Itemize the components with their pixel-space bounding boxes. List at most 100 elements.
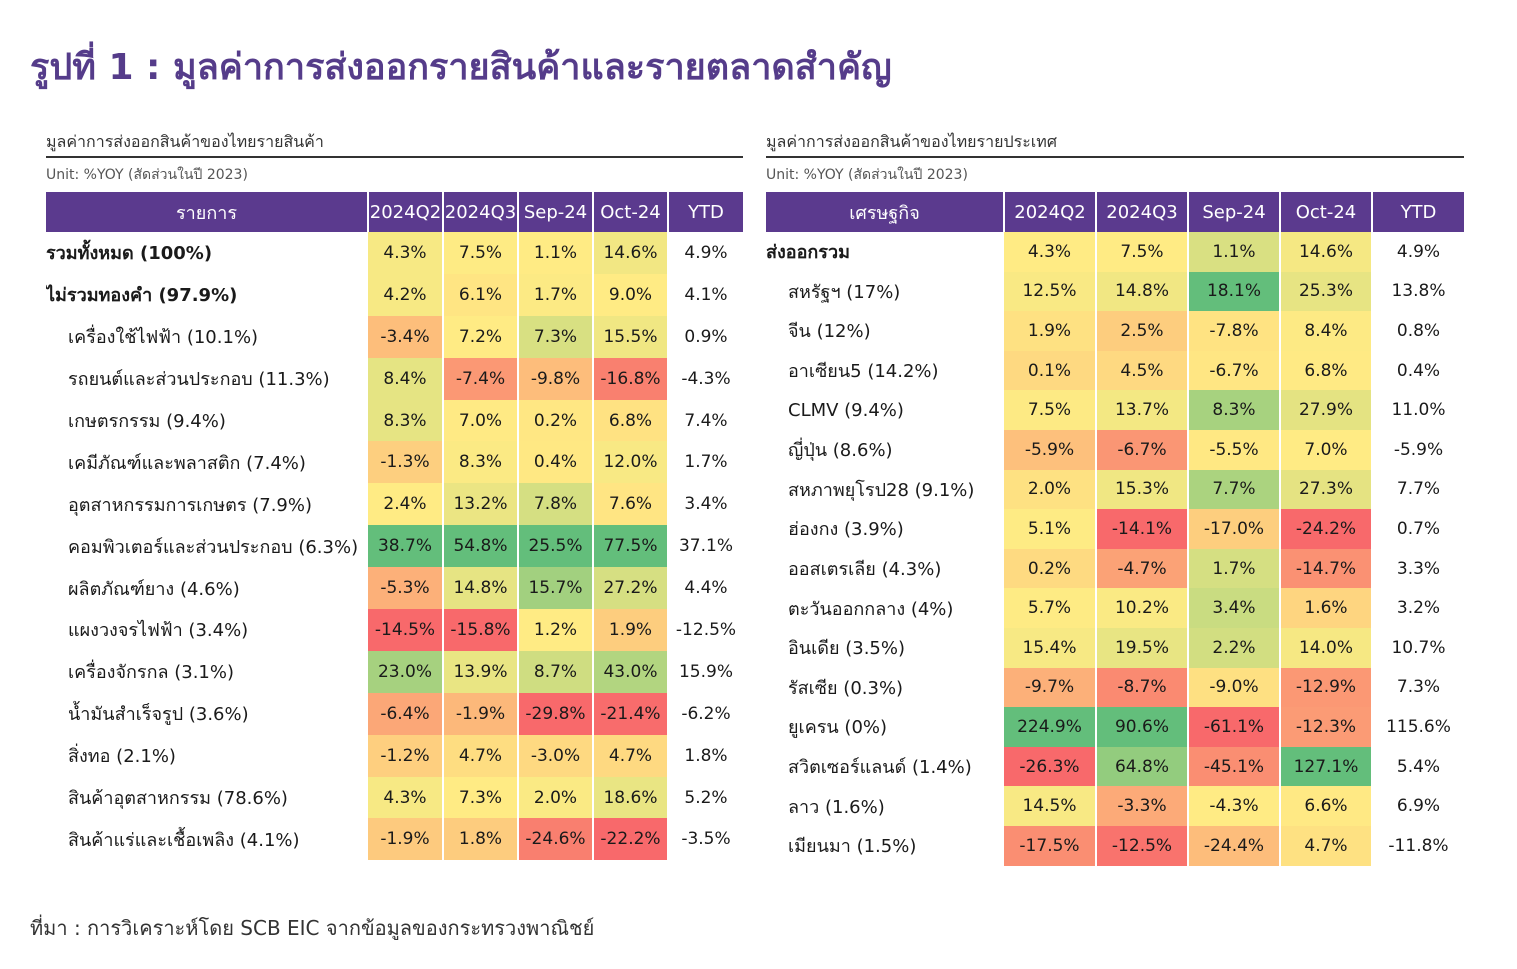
- product-heatmap-table: รายการ 2024Q2 2024Q3 Sep-24 Oct-24 YTD รวมทั้…: [46, 192, 743, 861]
- country-row-label: ส่งออกรวม: [766, 242, 850, 264]
- country-row-label: ลาว (1.6%): [788, 796, 885, 818]
- product-row-label: เกษตรกรรม (9.4%): [68, 411, 226, 432]
- country-heat-cell: 13.7%: [1096, 390, 1189, 430]
- country-heat-cell: -45.1%: [1188, 746, 1281, 787]
- product-heat-cell: 7.8%: [518, 483, 594, 526]
- product-heat-cell: 1.7%: [518, 273, 594, 316]
- product-heat-cell: 1.2%: [518, 609, 594, 651]
- country-ytd-cell: -11.8%: [1372, 825, 1464, 866]
- country-row-label: ตะวันออกกลาง (4%): [788, 598, 954, 620]
- country-heat-cell: 4.5%: [1096, 350, 1189, 391]
- country-row-label: ฮ่องกง (3.9%): [788, 519, 904, 541]
- country-ytd-cell: 13.8%: [1372, 271, 1464, 312]
- country-row-label: CLMV (9.4%): [788, 399, 904, 421]
- country-table-body: ส่งออกรวม 4.3% 7.5% 1.1% 14.6% 4.9% สหรัฐฯ (17…: [766, 232, 1464, 866]
- product-heat-cell: 2.0%: [518, 776, 594, 819]
- product-row: คอมพิวเตอร์และส่วนประกอบ (6.3%) 38.7% 54.8…: [46, 525, 743, 568]
- product-heat-cell: 14.8%: [443, 567, 519, 610]
- country-row-label: อินเดีย (3.5%): [788, 638, 905, 660]
- country-ytd-cell: 4.9%: [1372, 232, 1464, 272]
- product-row: เกษตรกรรม (9.4%) 8.3% 7.0% 0.2% 6.8% 7.4%: [46, 399, 743, 442]
- product-col-header: Oct-24: [593, 192, 669, 232]
- country-heat-cell: 64.8%: [1096, 746, 1189, 787]
- product-heat-cell: 9.0%: [593, 273, 669, 316]
- country-heat-cell: -9.7%: [1004, 667, 1097, 708]
- country-heat-cell: 2.2%: [1188, 627, 1281, 668]
- country-row: ญี่ปุ่น (8.6%) -5.9% -6.7% -5.5% 7.0% -5.9%: [766, 429, 1464, 470]
- product-heat-cell: 6.1%: [443, 273, 519, 316]
- country-table-title: มูลค่าการส่งออกสินค้าของไทยรายประเทศ: [766, 128, 1464, 158]
- product-heat-cell: 54.8%: [443, 525, 519, 568]
- country-heat-cell: 5.1%: [1004, 509, 1097, 549]
- product-col-header: รายการ: [46, 192, 369, 232]
- product-heat-cell: 25.5%: [518, 525, 594, 568]
- product-row: อุตสาหกรรมการเกษตร (7.9%) 2.4% 13.2% 7.8% 7.…: [46, 483, 743, 526]
- product-ytd-cell: -6.2%: [668, 692, 743, 735]
- country-heat-cell: 14.0%: [1280, 627, 1373, 668]
- country-heat-cell: 14.8%: [1096, 271, 1189, 312]
- product-row: สินค้าอุตสาหกรรม (78.6%) 4.3% 7.3% 2.0% 18.6…: [46, 776, 743, 819]
- country-heat-cell: 6.8%: [1280, 350, 1373, 391]
- product-row-label: สิ่งทอ (2.1%): [68, 746, 176, 768]
- product-ytd-cell: 4.9%: [668, 232, 743, 274]
- country-ytd-cell: 7.7%: [1372, 469, 1464, 510]
- country-col-header: 2024Q3: [1096, 192, 1189, 232]
- country-col-header: Sep-24: [1188, 192, 1281, 232]
- product-heat-cell: 12.0%: [593, 441, 669, 484]
- product-heat-cell: 7.2%: [443, 315, 519, 358]
- country-ytd-cell: 0.7%: [1372, 509, 1464, 549]
- product-heat-cell: -1.9%: [368, 818, 444, 861]
- country-heat-cell: 12.5%: [1004, 271, 1097, 312]
- product-ytd-cell: 4.1%: [668, 273, 743, 316]
- product-heat-cell: -1.3%: [368, 441, 444, 484]
- product-heat-cell: 15.5%: [593, 315, 669, 358]
- product-heat-cell: -6.4%: [368, 692, 444, 735]
- source-note: ที่มา : การวิเคราะห์โดย SCB EIC จากข้อมู…: [30, 916, 595, 940]
- product-heat-cell: 8.3%: [443, 441, 519, 484]
- product-table-header: รายการ 2024Q2 2024Q3 Sep-24 Oct-24 YTD: [46, 192, 743, 232]
- product-heat-cell: -22.2%: [593, 818, 669, 861]
- product-heat-cell: 6.8%: [593, 399, 669, 442]
- product-row: เครื่องใช้ไฟฟ้า (10.1%) -3.4% 7.2% 7.3% 15.5…: [46, 315, 743, 358]
- product-heat-cell: -5.3%: [368, 567, 444, 610]
- country-heat-cell: 1.6%: [1280, 588, 1373, 628]
- country-heat-cell: -17.5%: [1004, 825, 1097, 866]
- product-ytd-cell: 15.9%: [668, 650, 743, 693]
- product-heat-cell: 77.5%: [593, 525, 669, 568]
- product-row-label: น้ำมันสำเร็จรูป (3.6%): [68, 704, 249, 726]
- product-col-header: Sep-24: [518, 192, 594, 232]
- country-row-label: ออสเตรเลีย (4.3%): [788, 559, 942, 581]
- country-row: ตะวันออกกลาง (4%) 5.7% 10.2% 3.4% 1.6% 3.2%: [766, 588, 1464, 628]
- page-title: รูปที่ 1 : มูลค่าการส่งออกรายสินค้าและรา…: [30, 47, 892, 88]
- product-ytd-cell: 7.4%: [668, 399, 743, 442]
- product-heat-cell: 4.2%: [368, 273, 444, 316]
- product-heat-cell: -3.0%: [518, 734, 594, 777]
- product-heat-cell: 0.2%: [518, 399, 594, 442]
- country-heat-cell: -4.7%: [1096, 548, 1189, 589]
- country-heat-cell: 4.7%: [1280, 825, 1373, 866]
- product-heat-cell: -14.5%: [368, 609, 444, 651]
- product-heat-cell: -3.4%: [368, 315, 444, 358]
- country-heat-cell: -61.1%: [1188, 707, 1281, 747]
- product-row-label: รวมทั้งหมด (100%): [46, 243, 213, 265]
- country-col-header: 2024Q2: [1004, 192, 1097, 232]
- country-heat-cell: 14.5%: [1004, 786, 1097, 826]
- product-heat-cell: 0.4%: [518, 441, 594, 484]
- country-table-header: เศรษฐกิจ 2024Q2 2024Q3 Sep-24 Oct-24 YTD: [766, 192, 1464, 232]
- product-ytd-cell: 0.9%: [668, 315, 743, 358]
- country-heat-cell: 8.3%: [1188, 390, 1281, 430]
- country-heat-cell: -24.4%: [1188, 825, 1281, 866]
- product-row-label: เครื่องจักรกล (3.1%): [68, 662, 234, 684]
- country-heat-cell: 2.5%: [1096, 311, 1189, 351]
- product-row-label: รถยนต์และส่วนประกอบ (11.3%): [68, 369, 330, 391]
- country-table-unit: Unit: %YOY (สัดส่วนในปี 2023): [766, 167, 968, 183]
- product-row-label: สินค้าอุตสาหกรรม (78.6%): [68, 788, 288, 810]
- product-heat-cell: 7.6%: [593, 483, 669, 526]
- country-heat-cell: 18.1%: [1188, 271, 1281, 312]
- product-heat-cell: 27.2%: [593, 567, 669, 610]
- product-table-body: รวมทั้งหมด (100%) 4.3% 7.5% 1.1% 14.6% 4.9% ไม…: [46, 232, 743, 861]
- product-heat-cell: -1.2%: [368, 734, 444, 777]
- country-heat-cell: -5.9%: [1004, 429, 1097, 470]
- product-heat-cell: 4.3%: [368, 776, 444, 819]
- product-heat-cell: 8.7%: [518, 650, 594, 693]
